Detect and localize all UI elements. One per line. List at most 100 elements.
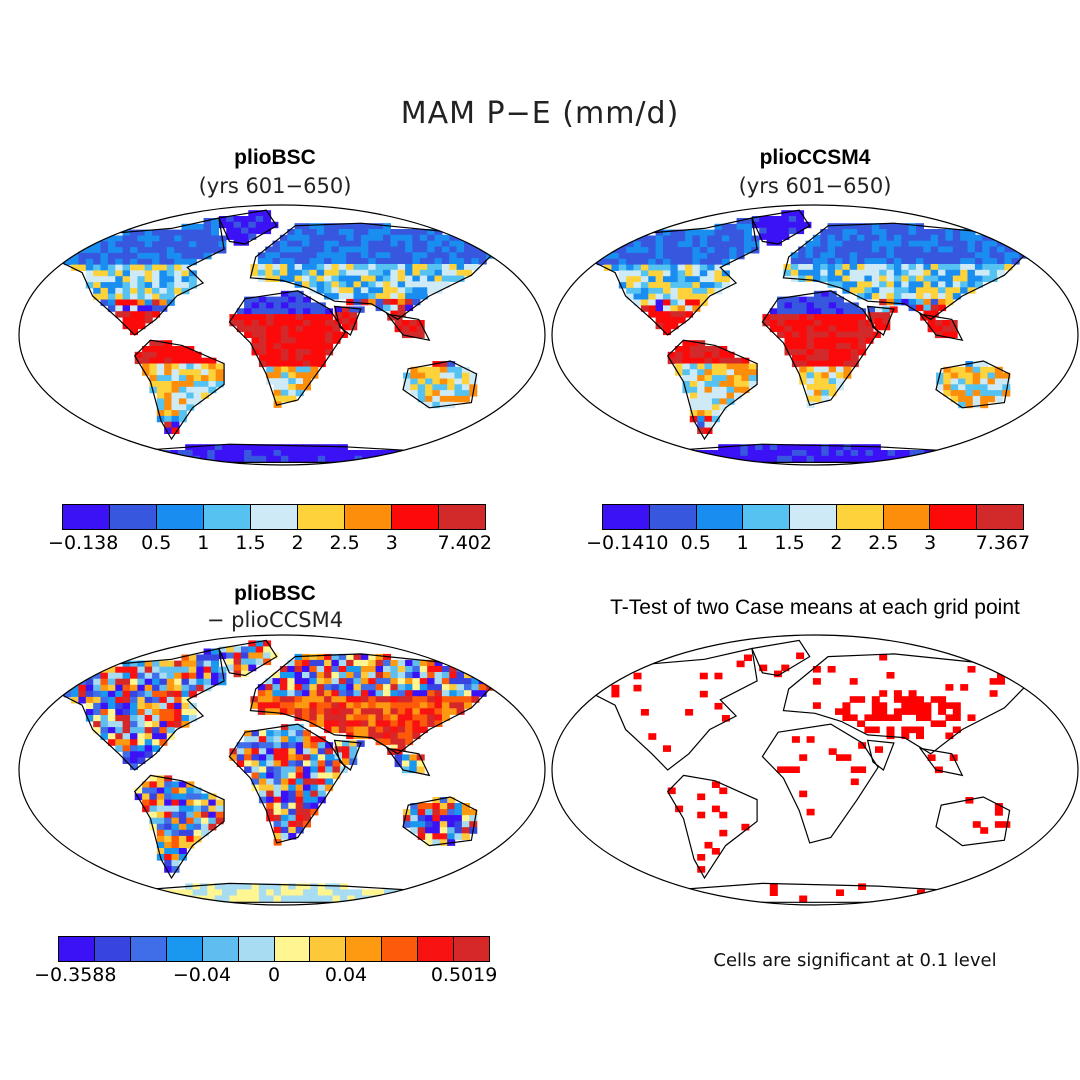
grid-cell: [938, 293, 947, 300]
grid-cell: [419, 287, 428, 294]
grid-cell: [273, 784, 282, 792]
grid-cell: [930, 720, 939, 727]
grid-cell: [152, 293, 161, 301]
grid-cell: [178, 835, 187, 843]
grid-cell: [871, 264, 880, 271]
grid-cell: [346, 726, 355, 734]
grid-cell: [368, 234, 377, 242]
grid-cell: [417, 372, 426, 379]
grid-cell: [945, 684, 954, 691]
grid-cell: [309, 269, 318, 277]
grid-cell: [342, 740, 350, 747]
grid-cell: [324, 252, 333, 259]
grid-cell: [156, 841, 165, 849]
grid-cell: [302, 269, 310, 277]
grid-cell: [280, 796, 289, 804]
grid-cell: [886, 240, 895, 248]
grid-cell: [871, 269, 880, 277]
grid-cell: [799, 444, 808, 451]
grid-cell: [886, 298, 895, 306]
grid-cell: [930, 264, 939, 271]
grid-cell: [640, 299, 649, 306]
grid-cell: [159, 666, 168, 674]
grid-cell: [229, 314, 238, 321]
grid-cell: [784, 319, 793, 327]
grid-cell: [316, 258, 325, 265]
grid-cell: [997, 258, 1005, 265]
grid-cell: [417, 395, 426, 403]
grid-cell: [736, 241, 745, 248]
grid-cell: [342, 746, 350, 753]
grid-cell: [85, 696, 94, 704]
grid-cell: [697, 415, 706, 423]
grid-cell: [203, 218, 212, 225]
grid-cell: [843, 450, 852, 457]
grid-cell: [331, 293, 340, 300]
grid-cell: [310, 790, 319, 798]
grid-cell: [908, 293, 917, 300]
grid-cell: [188, 660, 197, 668]
grid-cell: [303, 736, 311, 743]
grid-cell: [725, 444, 734, 451]
grid-cell: [122, 709, 131, 716]
grid-cell: [142, 805, 151, 813]
grid-cell: [338, 246, 347, 253]
grid-cell: [843, 354, 852, 362]
grid-cell: [280, 444, 289, 451]
grid-cell: [310, 343, 319, 350]
grid-cell: [383, 258, 391, 265]
grid-cell: [454, 372, 463, 379]
grid-cell: [449, 275, 458, 282]
grid-cell: [719, 357, 728, 365]
grid-cell: [849, 696, 858, 703]
grid-cell: [967, 287, 976, 294]
grid-cell: [353, 275, 362, 282]
grid-cell: [987, 390, 996, 397]
grid-cell: [685, 299, 694, 306]
grid-cell: [972, 821, 981, 828]
grid-cell: [427, 696, 436, 703]
grid-cell: [85, 270, 94, 277]
grid-cell: [943, 390, 952, 397]
grid-cell: [670, 293, 679, 301]
grid-cell: [469, 378, 478, 385]
grid-cell: [836, 343, 844, 350]
grid-cell: [391, 455, 400, 463]
grid-cell: [257, 690, 266, 697]
grid-cell: [916, 223, 924, 230]
grid-cell: [835, 252, 843, 259]
grid-cell: [156, 392, 165, 399]
grid-cell: [137, 666, 146, 674]
grid-cell: [251, 302, 260, 309]
grid-cell: [295, 296, 304, 303]
grid-cell: [704, 381, 713, 388]
grid-cell: [835, 264, 843, 271]
grid-cell: [93, 258, 102, 266]
grid-cell: [360, 240, 369, 248]
grid-cell: [181, 684, 190, 692]
grid-cell: [288, 760, 297, 767]
grid-cell: [346, 252, 355, 259]
grid-cell: [835, 246, 843, 253]
grid-cell: [412, 240, 421, 248]
grid-cell: [115, 311, 124, 318]
grid-cell: [806, 325, 815, 333]
grid-cell: [751, 216, 760, 223]
grid-cell: [820, 229, 829, 236]
grid-cell: [821, 290, 830, 298]
grid-cell: [836, 331, 844, 338]
grid-cell: [280, 833, 289, 840]
grid-cell: [266, 736, 275, 743]
grid-cell: [178, 386, 187, 394]
grid-cell: [427, 229, 436, 236]
grid-cell: [692, 293, 701, 301]
grid-cell: [294, 708, 303, 715]
grid-cell: [692, 276, 701, 283]
grid-cell: [1004, 240, 1013, 248]
grid-cell: [279, 696, 288, 703]
grid-cell: [821, 349, 830, 356]
grid-cell: [193, 799, 202, 807]
grid-cell: [410, 809, 419, 816]
grid-cell: [827, 246, 836, 253]
grid-cell: [93, 690, 102, 698]
